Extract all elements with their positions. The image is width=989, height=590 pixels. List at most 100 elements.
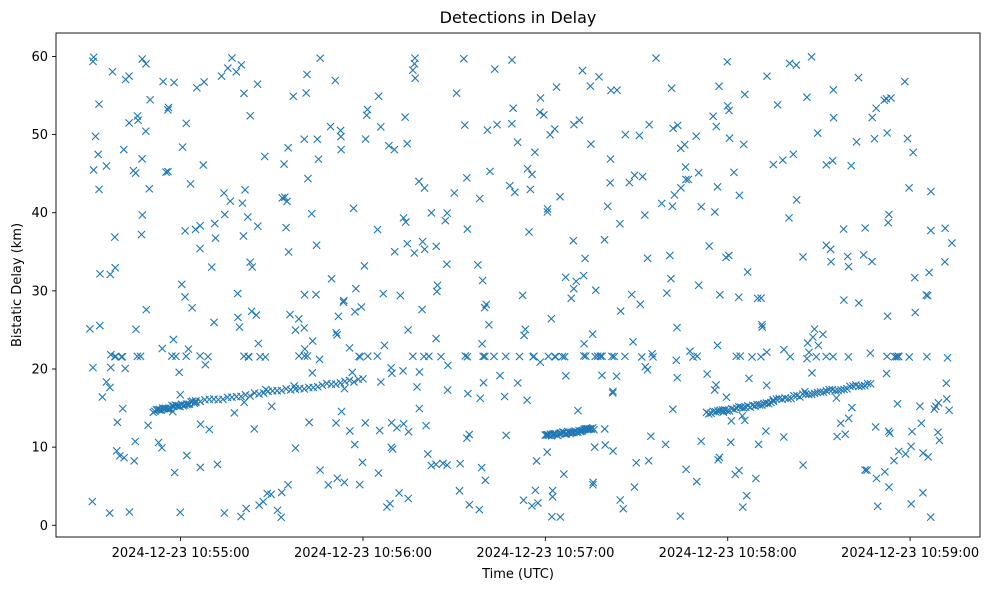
data-point — [829, 113, 838, 122]
data-point — [799, 460, 808, 469]
data-point — [204, 352, 212, 361]
data-point — [163, 404, 172, 413]
data-point — [282, 223, 291, 232]
data-point — [520, 331, 529, 340]
data-point — [630, 171, 639, 180]
data-point — [908, 427, 917, 436]
data-point — [868, 257, 877, 266]
data-point — [113, 418, 122, 427]
data-point — [313, 382, 322, 391]
data-point — [801, 390, 810, 399]
data-point — [384, 141, 393, 150]
data-point — [463, 352, 472, 361]
data-point — [715, 290, 724, 299]
data-point — [844, 414, 853, 423]
data-point — [399, 419, 408, 428]
data-point — [857, 381, 866, 390]
data-point — [414, 177, 423, 186]
data-point — [181, 292, 190, 301]
data-point — [238, 199, 247, 208]
data-point — [277, 488, 286, 497]
data-point — [872, 104, 881, 113]
data-point — [861, 223, 870, 232]
data-point — [408, 66, 417, 75]
data-point — [427, 208, 436, 217]
data-point — [137, 230, 146, 239]
data-point — [345, 376, 354, 385]
data-point — [713, 341, 722, 350]
data-point — [237, 60, 246, 69]
data-point — [758, 323, 767, 332]
data-point — [117, 352, 126, 361]
data-point — [146, 95, 155, 104]
data-point — [106, 350, 115, 359]
data-point — [105, 508, 114, 517]
data-point — [250, 424, 259, 433]
data-point — [661, 440, 670, 449]
data-point — [95, 321, 104, 330]
data-point — [390, 247, 399, 256]
data-point — [681, 163, 690, 172]
data-point — [581, 352, 590, 361]
data-point — [465, 500, 474, 509]
data-point — [182, 451, 191, 460]
data-point — [253, 222, 262, 231]
data-point — [601, 441, 610, 450]
data-point — [172, 401, 181, 410]
data-point — [300, 135, 309, 144]
data-point — [528, 170, 537, 179]
data-point — [379, 289, 388, 298]
data-point — [111, 263, 120, 272]
data-point — [536, 358, 545, 367]
data-point — [606, 155, 615, 164]
data-point — [693, 352, 702, 361]
data-point — [636, 300, 645, 309]
data-point — [704, 409, 713, 418]
data-point — [500, 392, 509, 401]
data-point — [374, 469, 383, 478]
data-point — [852, 137, 861, 146]
data-point — [930, 405, 939, 414]
data-point — [223, 64, 232, 73]
data-point — [303, 174, 312, 183]
data-point — [596, 352, 605, 361]
data-point — [418, 305, 427, 314]
data-point — [88, 497, 97, 506]
data-point — [479, 378, 488, 387]
data-point — [478, 339, 487, 348]
data-point — [546, 130, 555, 139]
data-point — [841, 430, 850, 439]
data-point — [340, 478, 349, 487]
data-point — [169, 335, 178, 344]
data-point — [799, 252, 807, 261]
data-point — [423, 450, 432, 459]
data-point — [586, 82, 595, 91]
data-point — [277, 513, 286, 522]
data-point — [519, 496, 528, 505]
data-point — [866, 379, 875, 388]
data-point — [201, 360, 210, 369]
data-point — [910, 273, 919, 282]
data-point — [730, 405, 739, 414]
data-point — [300, 384, 309, 393]
x-axis-label: Time (UTC) — [481, 567, 554, 582]
data-point — [410, 249, 419, 257]
data-point — [588, 330, 597, 339]
data-point — [207, 263, 216, 272]
data-point — [588, 480, 597, 489]
data-point — [300, 352, 309, 360]
data-point — [413, 382, 422, 391]
data-point — [141, 59, 150, 68]
data-point — [211, 234, 220, 243]
data-point — [945, 406, 954, 415]
data-point — [880, 96, 889, 105]
data-point — [144, 421, 153, 430]
data-point — [673, 373, 682, 382]
data-point — [735, 191, 744, 200]
data-point — [556, 192, 565, 201]
data-point — [510, 188, 519, 197]
data-point — [502, 431, 511, 440]
data-point — [300, 323, 309, 332]
data-point — [907, 499, 916, 508]
